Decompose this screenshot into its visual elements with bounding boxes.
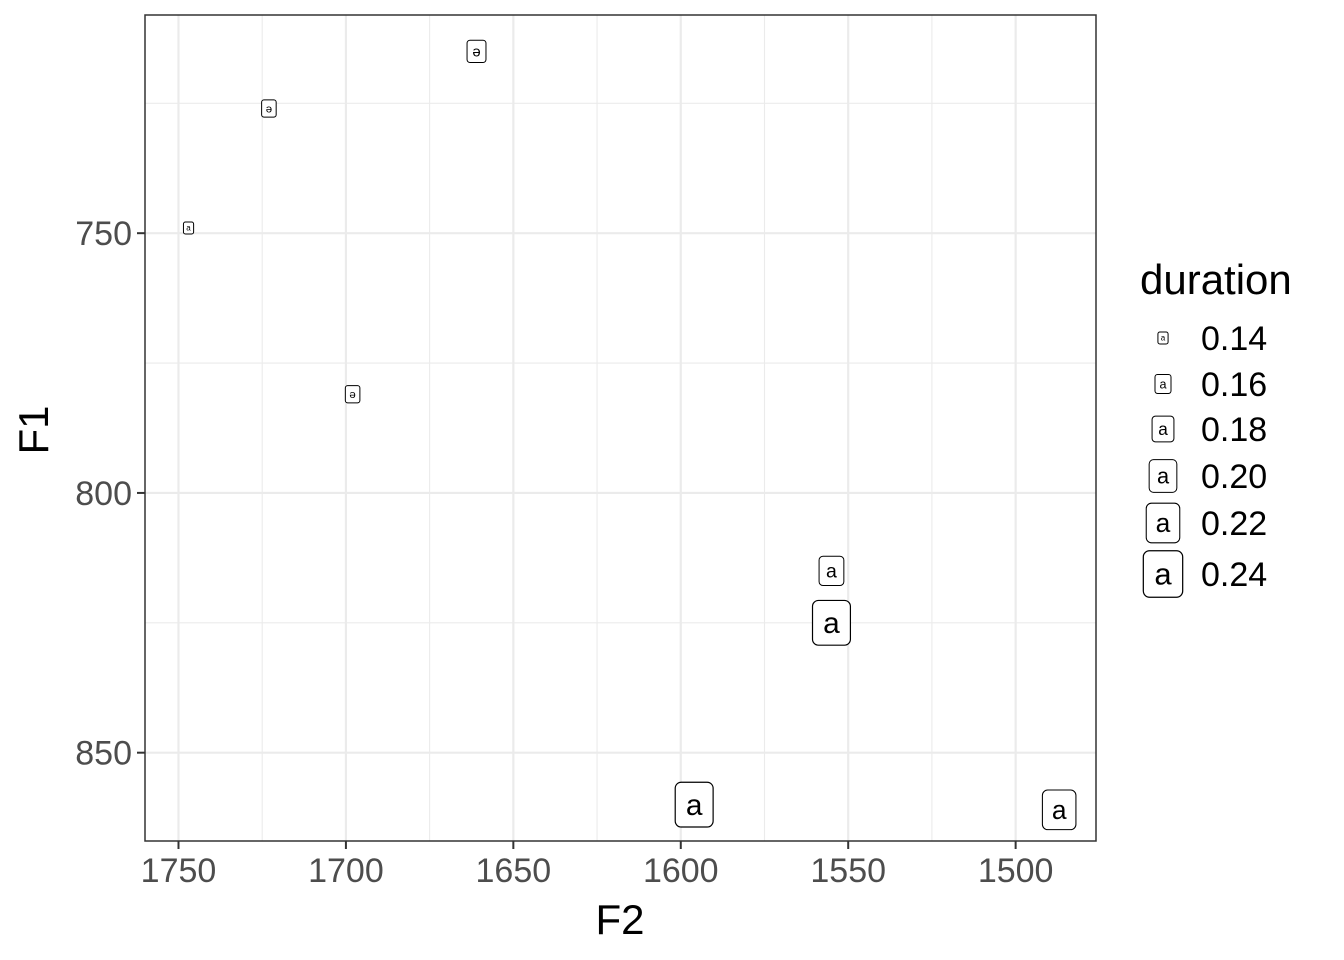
legend-key: a — [1154, 374, 1172, 394]
point-label-text: a — [823, 607, 840, 640]
point-label-text: a — [1052, 795, 1067, 825]
label-box — [1041, 789, 1077, 831]
legend-key: a — [1145, 502, 1181, 544]
x-tick-label: 1750 — [141, 852, 217, 890]
data-point-label: a — [811, 599, 852, 646]
legend-key: a — [1148, 459, 1178, 493]
y-tick-label: 850 — [75, 735, 132, 773]
axes: 1750 1700 1650 1600 1550 1500 750 800 850 — [75, 215, 1053, 890]
y-tick-label: 750 — [75, 215, 132, 253]
x-tick-label: 1650 — [476, 852, 552, 890]
x-axis-title: F2 — [595, 896, 644, 943]
panel-border — [144, 14, 1097, 842]
data-points: ə ə a ə a a a a — [182, 39, 1077, 831]
legend-key: a — [1142, 550, 1184, 598]
point-label-text: ə — [349, 389, 355, 401]
point-label-text: a — [1156, 508, 1171, 538]
point-label-text: a — [1159, 377, 1166, 391]
point-label-text: a — [1157, 463, 1170, 488]
panel-background — [145, 15, 1096, 841]
y-axis-title: F1 — [10, 405, 57, 454]
x-tick-label: 1550 — [810, 852, 886, 890]
label-box — [261, 99, 277, 118]
label-box — [182, 221, 195, 235]
label-box — [344, 385, 361, 404]
data-point-label: ə — [466, 39, 487, 64]
label-box — [811, 599, 852, 646]
legend-key: a — [1151, 415, 1175, 443]
point-label-text: a — [186, 224, 191, 233]
data-point-label: a — [674, 781, 714, 828]
point-label-text: ə — [472, 44, 480, 60]
point-label-text: a — [1154, 557, 1172, 592]
label-box — [466, 39, 487, 64]
x-tick-label: 1700 — [308, 852, 384, 890]
label-box — [818, 555, 845, 586]
data-point-label: ə — [261, 99, 277, 118]
label-box — [1145, 502, 1181, 544]
legend-entry-label: 0.14 — [1201, 320, 1267, 358]
legend: duration a 0.14 a 0.16 a 0.18 a 0.20 a 0.22 a 0.24 — [1140, 256, 1292, 598]
label-box — [1154, 374, 1172, 394]
y-tick-label: 800 — [75, 475, 132, 513]
legend-entry-label: 0.20 — [1201, 458, 1267, 496]
legend-title: duration — [1140, 256, 1292, 303]
grid — [145, 15, 1096, 841]
data-point-label: ə — [344, 385, 361, 404]
point-label-text: a — [826, 560, 837, 582]
data-point-label: a — [818, 555, 845, 586]
label-box — [1157, 331, 1169, 345]
legend-entry-label: 0.22 — [1201, 505, 1267, 543]
data-point-label: a — [1041, 789, 1077, 831]
point-label-text: a — [1161, 334, 1166, 343]
point-label-text: a — [686, 789, 703, 822]
legend-entry-label: 0.24 — [1201, 556, 1267, 594]
label-box — [1151, 415, 1175, 443]
point-label-text: ə — [266, 103, 272, 115]
data-point-label: a — [182, 221, 195, 235]
point-label-text: a — [1158, 419, 1168, 439]
label-box — [1148, 459, 1178, 493]
legend-entry-label: 0.18 — [1201, 411, 1267, 449]
label-box — [1142, 550, 1184, 598]
legend-entry-label: 0.16 — [1201, 366, 1267, 404]
x-tick-label: 1500 — [978, 852, 1054, 890]
x-tick-label: 1600 — [643, 852, 719, 890]
legend-key: a — [1157, 331, 1169, 345]
label-box — [674, 781, 714, 828]
